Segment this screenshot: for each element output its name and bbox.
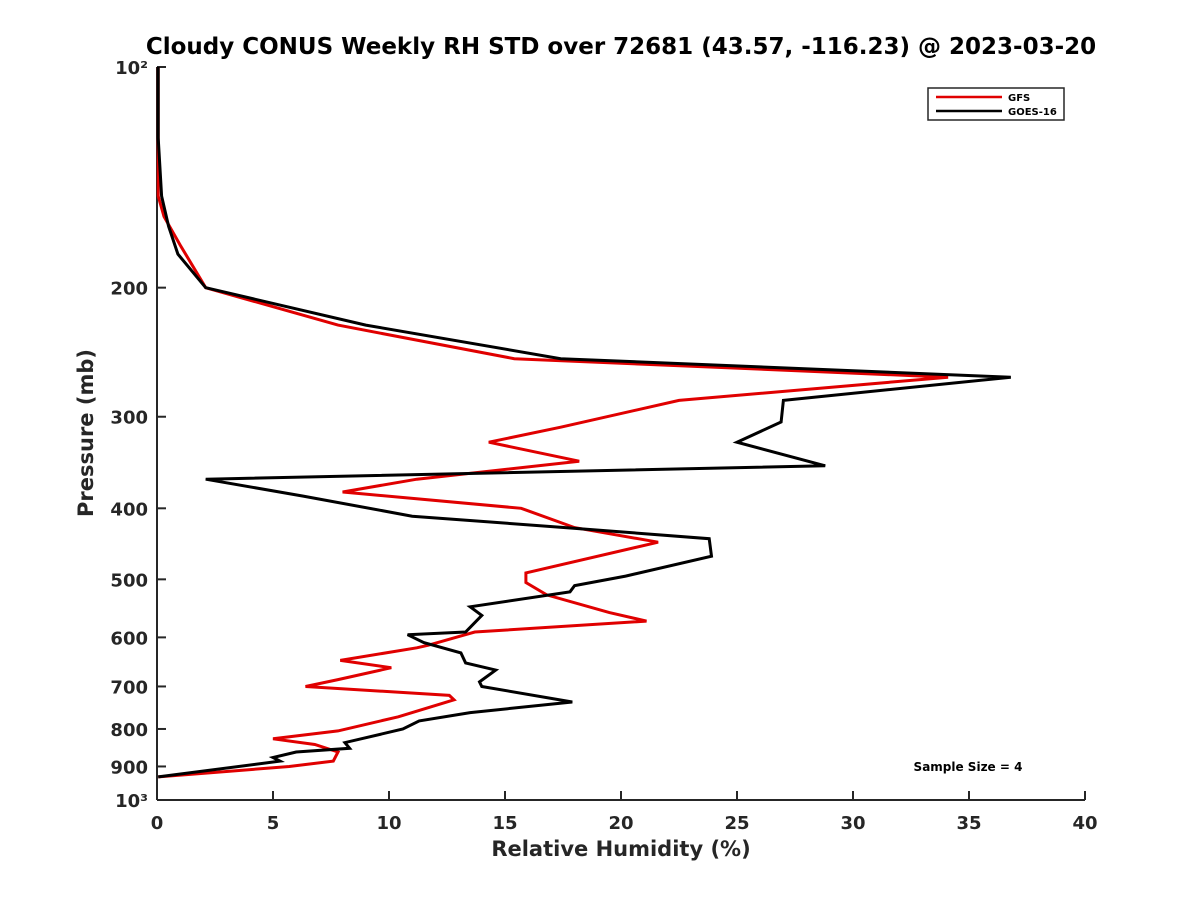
y-axis-label: Pressure (mb) — [74, 349, 98, 517]
y-tick-label: 300 — [110, 408, 148, 429]
legend-label-goes16: GOES-16 — [1008, 107, 1057, 118]
y-tick-label: 10³ — [115, 791, 148, 812]
x-tick-label: 40 — [1072, 813, 1097, 834]
x-ticks: 0 5 10 15 20 25 30 35 40 — [151, 791, 1098, 834]
y-tick-label: 10² — [115, 58, 148, 79]
series-line-gfs — [156, 67, 949, 779]
plot-area: 0 5 10 15 20 25 30 35 40 10² 200 300 400 500 600 700 80… — [110, 58, 1097, 834]
x-axis-label: Relative Humidity (%) — [491, 837, 750, 861]
x-tick-label: 25 — [724, 813, 749, 834]
y-ticks: 10² 200 300 400 500 600 700 800 900 10³ — [110, 58, 166, 812]
legend-label-gfs: GFS — [1008, 93, 1030, 104]
y-tick-label: 600 — [110, 628, 148, 649]
legend-box — [927, 87, 1065, 121]
legend: GFS GOES-16 — [927, 87, 1065, 121]
x-tick-label: 30 — [840, 813, 865, 834]
y-tick-label: 200 — [110, 279, 148, 300]
x-tick-label: 5 — [267, 813, 280, 834]
y-tick-label: 700 — [110, 677, 148, 698]
x-tick-label: 15 — [492, 813, 517, 834]
sample-size-annotation: Sample Size = 4 — [914, 760, 1023, 774]
y-tick-label: 900 — [110, 757, 148, 778]
y-tick-label: 500 — [110, 570, 148, 591]
x-tick-label: 0 — [151, 813, 164, 834]
x-tick-label: 35 — [956, 813, 981, 834]
y-tick-label: 800 — [110, 720, 148, 741]
series-layer — [156, 67, 1011, 779]
x-tick-label: 20 — [608, 813, 633, 834]
series-line-goes16 — [156, 67, 1011, 779]
chart-title: Cloudy CONUS Weekly RH STD over 72681 (4… — [146, 34, 1096, 60]
x-tick-label: 10 — [376, 813, 401, 834]
y-tick-label: 400 — [110, 499, 148, 520]
